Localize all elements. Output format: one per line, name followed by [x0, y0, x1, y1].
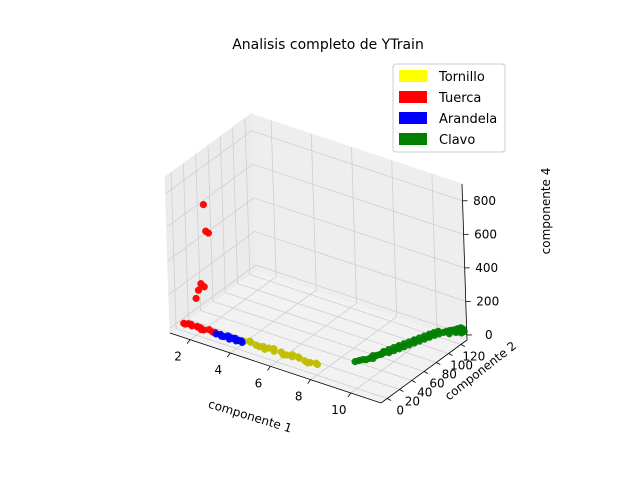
points-layer [180, 200, 468, 369]
y-tick-mark [436, 362, 441, 365]
y-tick-mark [460, 344, 466, 347]
x-tick-mark [226, 352, 231, 358]
y-tick-label: 80 [442, 368, 457, 382]
point-arandela [231, 334, 239, 343]
z-tick-label: 600 [474, 227, 497, 241]
point-tuerca [181, 320, 189, 328]
x-grid-line [310, 160, 398, 381]
x-grid-line [230, 133, 317, 354]
y-grid-line [183, 163, 400, 390]
chart-title: Analisis completo de YTrain [232, 37, 424, 53]
x-tick-label: 8 [295, 390, 303, 404]
point-tuerca [200, 283, 208, 291]
point-tuerca [202, 227, 210, 235]
axis-layer [169, 183, 472, 404]
x-tick-mark [307, 379, 311, 384]
z-tick-label: 800 [473, 194, 496, 208]
z-grid-line [169, 264, 467, 336]
point-tuerca [192, 294, 200, 303]
point-clavo [410, 337, 418, 345]
point-tornillo [246, 337, 254, 345]
z-grid-line [167, 197, 465, 269]
y-grid-line [170, 172, 388, 399]
x-tick-label: 10 [331, 403, 346, 417]
x-grid-line [270, 147, 357, 367]
z-tick-label: 200 [476, 294, 499, 308]
point-tuerca [194, 286, 203, 294]
point-clavo [379, 347, 388, 356]
y-tick-mark [386, 398, 392, 401]
point-arandela [238, 338, 246, 347]
y-grid-line [232, 127, 449, 354]
y-tick-label: 40 [417, 386, 432, 400]
z-grid-line [166, 163, 464, 235]
y-grid-line [219, 136, 437, 363]
x-axis-line [169, 332, 382, 404]
legend-label-tornillo: Tornillo [438, 70, 485, 85]
y-grid-line [207, 145, 425, 372]
legend-swatch-clavo [399, 133, 427, 145]
y-tick-label: 60 [429, 377, 444, 391]
z-grid-line [165, 130, 463, 202]
legend-label-clavo: Clavo [439, 133, 475, 148]
z-tick-label: 0 [485, 328, 493, 342]
legend-label-arandela: Arandela [439, 112, 497, 127]
point-tornillo [303, 359, 312, 367]
z-tick-label: 400 [475, 261, 498, 275]
x-tick-label: 6 [255, 376, 263, 390]
point-clavo [395, 342, 403, 351]
point-tornillo [270, 345, 278, 353]
z-grid-line [168, 230, 466, 302]
point-tornillo [288, 351, 297, 359]
y-tick-mark [399, 389, 404, 392]
legend: Tornillo Tuerca Arandela Clavo [392, 63, 506, 153]
x-grid-line [189, 120, 277, 341]
point-clavo [459, 325, 467, 333]
y-tick-mark [411, 380, 416, 383]
x-tick-mark [347, 392, 352, 398]
x-tick-label: 2 [174, 350, 182, 364]
y-tick-label: 20 [405, 395, 420, 409]
legend-label-tuerca: Tuerca [438, 91, 481, 106]
x-tick-mark [186, 339, 191, 344]
point-clavo [425, 332, 433, 340]
point-arandela [217, 332, 226, 340]
grid-layer [165, 118, 467, 399]
x-tick-label: 4 [214, 363, 222, 377]
z-axis-label: componente 4 [539, 168, 553, 255]
y-tick-label: 0 [396, 404, 404, 418]
x-axis-label: componente 1 [207, 397, 294, 436]
legend-swatch-tuerca [399, 91, 427, 103]
x-tick-mark [267, 366, 271, 371]
legend-frame [392, 63, 506, 153]
legend-swatch-arandela [399, 112, 427, 124]
y-tick-mark [448, 353, 453, 356]
point-tuerca [199, 200, 208, 209]
y-tick-label: 100 [450, 359, 473, 373]
point-arandela [224, 332, 232, 340]
point-tornillo [279, 351, 288, 359]
y-tick-mark [423, 371, 429, 374]
point-tuerca [194, 323, 202, 331]
point-tornillo [261, 345, 269, 353]
y-grid-line [244, 118, 462, 345]
y-tick-label: 120 [462, 350, 485, 364]
z-axis-line [461, 183, 468, 341]
legend-swatch-tornillo [399, 70, 427, 82]
y-grid-line [195, 154, 412, 381]
point-clavo [445, 330, 453, 338]
point-tornillo [312, 359, 320, 367]
